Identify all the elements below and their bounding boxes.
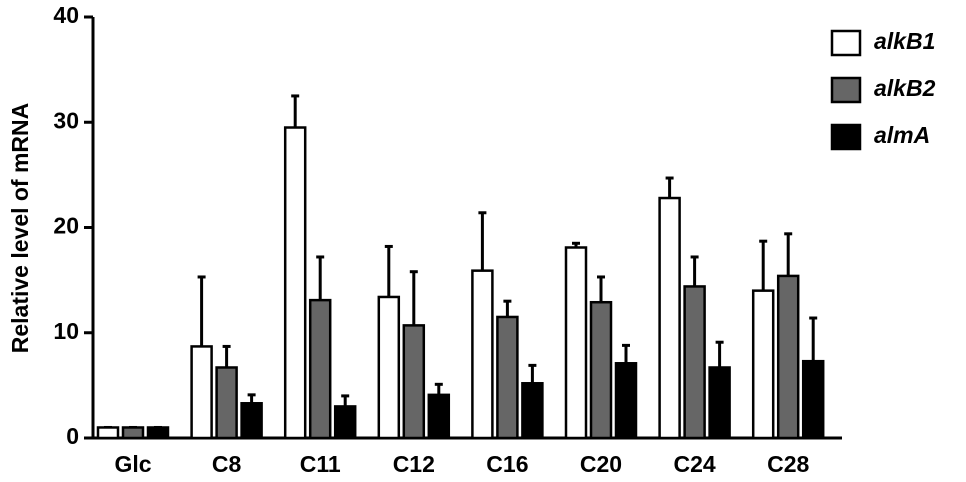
bar: [614, 362, 638, 440]
bar: [801, 359, 825, 440]
y-tick-label: 10: [53, 318, 79, 344]
bar: [427, 393, 451, 440]
bar: [333, 405, 357, 440]
y-axis-label: Relative level of mRNA: [7, 103, 33, 354]
y-tick-label: 30: [53, 107, 79, 133]
x-tick-label: C12: [393, 451, 435, 477]
x-tick-label: C8: [212, 451, 242, 477]
x-tick-label: C20: [580, 451, 622, 477]
bar: [589, 300, 613, 440]
bar: [283, 126, 307, 440]
bar: [496, 315, 519, 440]
bar: [96, 426, 120, 440]
bar: [471, 269, 494, 440]
x-tick-label: C24: [673, 451, 715, 477]
bar: [708, 366, 731, 440]
x-tick-label: Glc: [114, 451, 151, 477]
x-tick-label: C16: [486, 451, 528, 477]
bar: [402, 324, 426, 440]
bar: [776, 274, 800, 440]
bar: [146, 426, 170, 440]
legend-label: almA: [874, 122, 930, 148]
x-tick-label: C11: [300, 451, 341, 477]
legend-swatch: [830, 29, 862, 57]
legend-swatch: [830, 76, 862, 104]
y-tick-label: 0: [66, 423, 79, 449]
bar: [215, 366, 238, 440]
bar: [751, 289, 775, 440]
x-tick-label: C28: [767, 451, 809, 477]
bar: [683, 285, 706, 440]
bar: [658, 196, 681, 440]
y-tick-label: 40: [53, 2, 79, 28]
bar: [121, 426, 145, 440]
bar: [240, 402, 263, 440]
bar: [308, 298, 332, 440]
bar: [521, 382, 544, 440]
legend-label: alkB2: [874, 75, 936, 101]
legend-swatch: [830, 123, 862, 151]
bar: [564, 246, 588, 440]
y-tick-label: 20: [53, 213, 79, 239]
bar: [190, 345, 213, 440]
bar: [377, 295, 401, 440]
legend-label: alkB1: [874, 28, 935, 54]
